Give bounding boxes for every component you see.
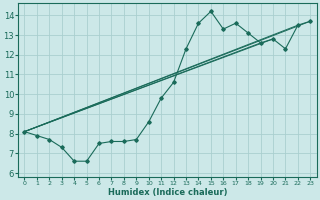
X-axis label: Humidex (Indice chaleur): Humidex (Indice chaleur)	[108, 188, 227, 197]
